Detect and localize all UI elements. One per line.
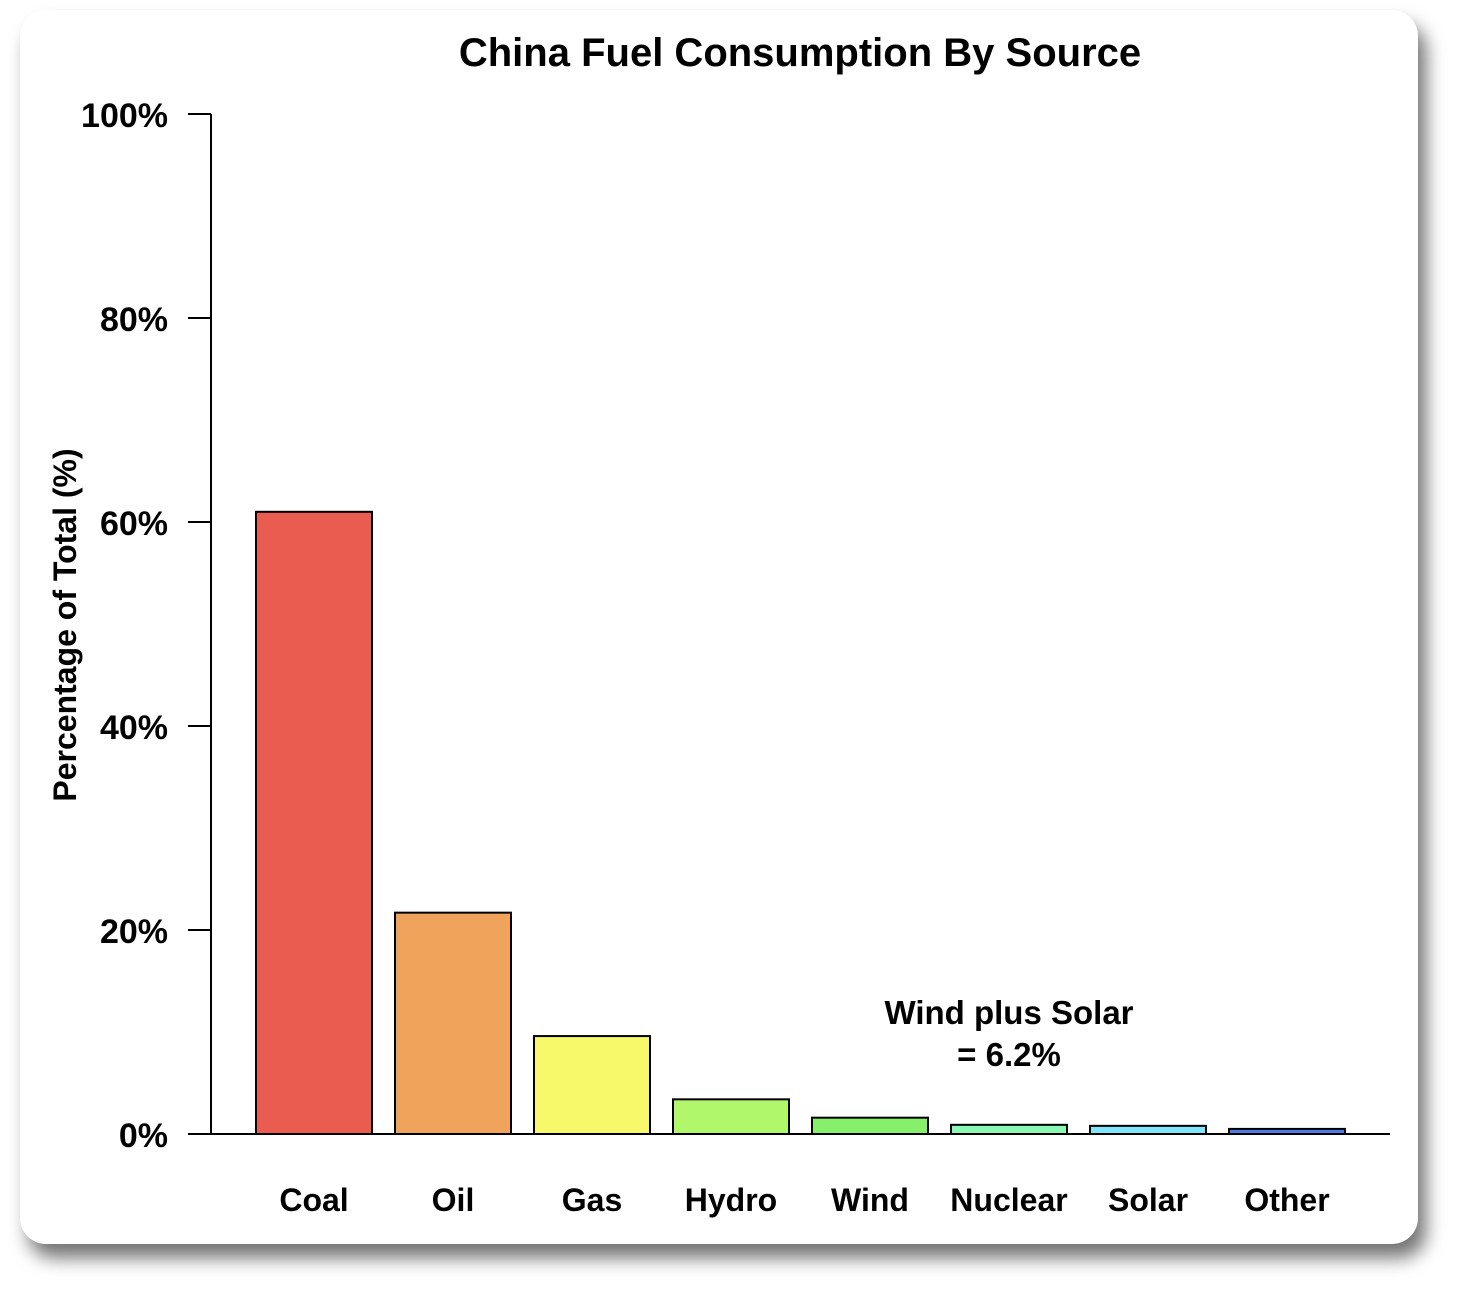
x-tick-label: Solar [1108,1182,1188,1218]
y-tick-label: 40% [100,709,168,747]
chart-title: China Fuel Consumption By Source [459,31,1141,75]
bar-nuclear [950,1123,1068,1135]
x-tick-label: Other [1244,1182,1329,1218]
bar-solar [1089,1124,1207,1135]
bar-wind [811,1116,929,1136]
x-tick-label: Wind [831,1182,909,1218]
bar-hydro [672,1098,790,1135]
y-tick-label: 0% [119,1117,168,1155]
annotation-line-1: Wind plus Solar [884,994,1133,1031]
bar-coal [255,510,373,1135]
y-axis-label: Percentage of Total (%) [47,448,83,801]
bar-oil [394,911,512,1135]
bar-gas [533,1035,651,1135]
x-tick-label: Gas [562,1182,622,1218]
bar-other [1228,1127,1346,1136]
x-tick-label: Nuclear [950,1182,1067,1218]
x-tick-label: Oil [432,1182,475,1218]
x-tick-label: Hydro [685,1182,777,1218]
y-tick-label: 100% [81,97,168,135]
y-tick-label: 20% [100,913,168,951]
annotation-line-2: = 6.2% [957,1036,1061,1073]
y-tick-label: 60% [100,505,168,543]
y-tick-label: 80% [100,301,168,339]
chart-card [20,10,1418,1244]
x-tick-label: Coal [279,1182,348,1218]
